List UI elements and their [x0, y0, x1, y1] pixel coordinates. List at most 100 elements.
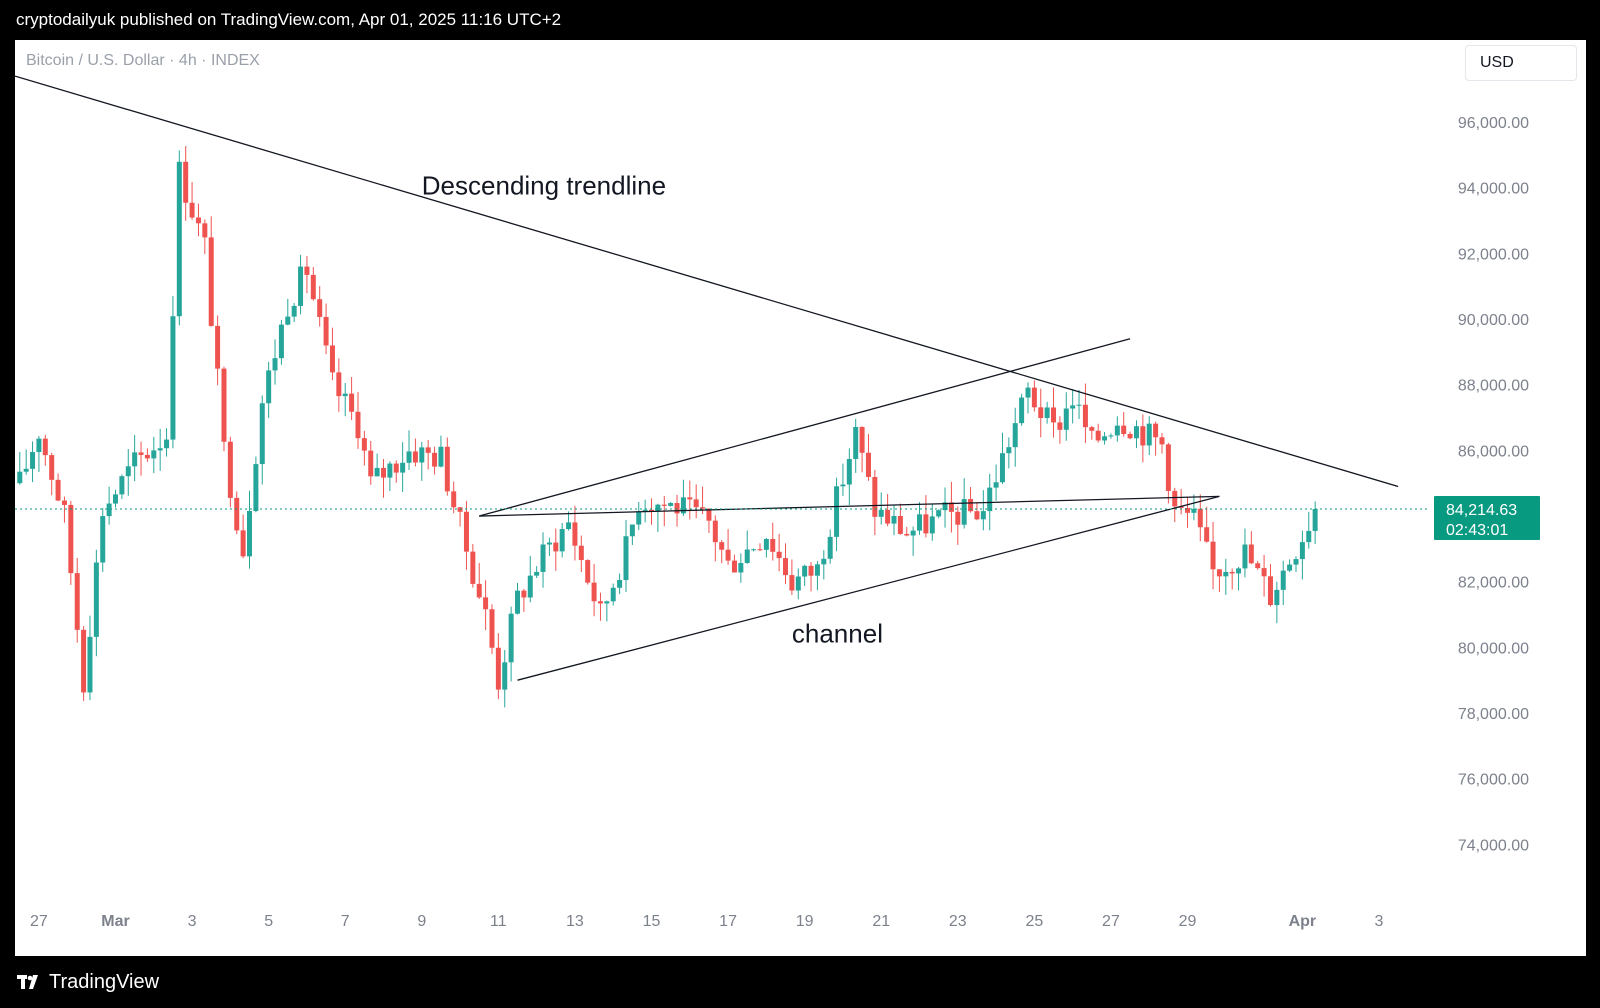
candle-body: [483, 597, 489, 610]
candle-body: [948, 502, 954, 512]
candle-body: [1153, 423, 1159, 438]
candle-body: [610, 587, 616, 602]
candle-body: [349, 393, 355, 412]
currency-button[interactable]: USD: [1465, 45, 1577, 81]
candle-body: [1242, 544, 1248, 569]
candle-body: [1076, 404, 1082, 406]
candle-body: [846, 459, 852, 485]
candle-body: [1191, 508, 1197, 513]
candle-body: [400, 462, 406, 473]
candle-body: [304, 266, 310, 275]
candle-body: [1216, 569, 1222, 577]
candlestick-chart[interactable]: 96,000.00 94,000.00 92,000.00 90,000.00 88,0…: [15, 40, 1586, 956]
y-tick-label: 96,000.00: [1458, 115, 1529, 132]
candle-body: [23, 468, 29, 472]
candle-body: [387, 463, 393, 478]
candle-body: [885, 509, 891, 524]
candle-body: [566, 522, 572, 530]
candle-body: [119, 476, 125, 495]
candle-body: [361, 438, 367, 451]
candle-body: [176, 161, 182, 317]
candle-body: [910, 530, 916, 536]
candle-body: [502, 662, 508, 690]
candle-body: [49, 455, 55, 480]
candle-body: [336, 372, 342, 397]
current-price-label: 84,214.63: [1446, 502, 1517, 519]
publish-header: cryptodailyuk published on TradingView.c…: [0, 0, 1600, 40]
candle-body: [1229, 571, 1235, 574]
candle-body: [1140, 426, 1146, 446]
candle-body: [202, 223, 208, 238]
x-tick-label: 3: [188, 913, 197, 930]
candle-body: [853, 426, 859, 460]
y-tick-label: 80,000.00: [1458, 640, 1529, 657]
candle-body: [1223, 571, 1229, 577]
y-tick-label: 94,000.00: [1458, 181, 1529, 198]
x-tick-label: 13: [566, 913, 584, 930]
x-tick-label: 9: [417, 913, 426, 930]
candle-body: [968, 499, 974, 512]
candle-body: [183, 161, 189, 203]
candle-body: [1267, 576, 1273, 606]
candle-body: [298, 266, 304, 306]
candle-body: [61, 500, 67, 505]
x-tick-label: 27: [30, 913, 48, 930]
candle-body: [955, 511, 961, 525]
candle-body: [253, 464, 259, 512]
candle-body: [655, 504, 661, 512]
candle-body: [355, 411, 361, 439]
candle-body: [814, 564, 820, 576]
candle-body: [731, 560, 737, 573]
candle-body: [1121, 425, 1127, 434]
candle-body: [1057, 422, 1063, 430]
candle-body: [393, 463, 399, 473]
x-tick-label: 19: [796, 913, 814, 930]
candle-body: [1108, 435, 1114, 437]
x-tick-label: 17: [719, 913, 737, 930]
candle-body: [751, 549, 757, 551]
chart-panel[interactable]: 96,000.00 94,000.00 92,000.00 90,000.00 88,0…: [15, 40, 1586, 956]
candle-body: [1197, 508, 1203, 528]
chart-annotation: channel: [792, 618, 883, 648]
candle-body: [272, 358, 278, 371]
candle-body: [999, 453, 1005, 483]
candle-body: [878, 509, 884, 517]
candle-body: [151, 450, 157, 459]
candle-body: [489, 609, 495, 648]
candle-body: [412, 451, 418, 463]
candle-body: [1248, 544, 1254, 564]
trendline: [479, 495, 1220, 517]
candle-body: [463, 511, 469, 552]
candle-body: [719, 542, 725, 550]
candle-body: [329, 345, 335, 373]
candle-body: [1012, 423, 1018, 448]
x-tick-label: 27: [1102, 913, 1120, 930]
candle-body: [1185, 507, 1191, 513]
publish-line: cryptodailyuk published on TradingView.c…: [16, 10, 562, 29]
candle-body: [917, 514, 923, 531]
candle-body: [783, 558, 789, 576]
candle-body: [30, 452, 36, 469]
candle-body: [476, 583, 482, 598]
candle-body: [1095, 430, 1101, 441]
y-tick-label: 90,000.00: [1458, 312, 1529, 329]
candle-body: [81, 629, 87, 693]
y-tick-label: 86,000.00: [1458, 443, 1529, 460]
candle-body: [559, 529, 565, 552]
y-tick-label: 74,000.00: [1458, 837, 1529, 854]
candle-body: [929, 516, 935, 534]
candle-body: [649, 509, 655, 512]
candle-body: [1255, 563, 1261, 569]
x-tick-label: Mar: [101, 913, 129, 930]
candle-body: [904, 533, 910, 536]
candle-body: [936, 510, 942, 517]
candle-body: [1102, 436, 1108, 441]
candle-body: [113, 494, 119, 504]
candle-body: [540, 544, 546, 572]
candle-body: [674, 503, 680, 514]
trendline: [517, 495, 1220, 681]
candle-body: [310, 274, 316, 300]
tradingview-logo[interactable]: TradingView: [17, 971, 159, 994]
candle-body: [1165, 444, 1171, 491]
candle-body: [132, 452, 138, 467]
